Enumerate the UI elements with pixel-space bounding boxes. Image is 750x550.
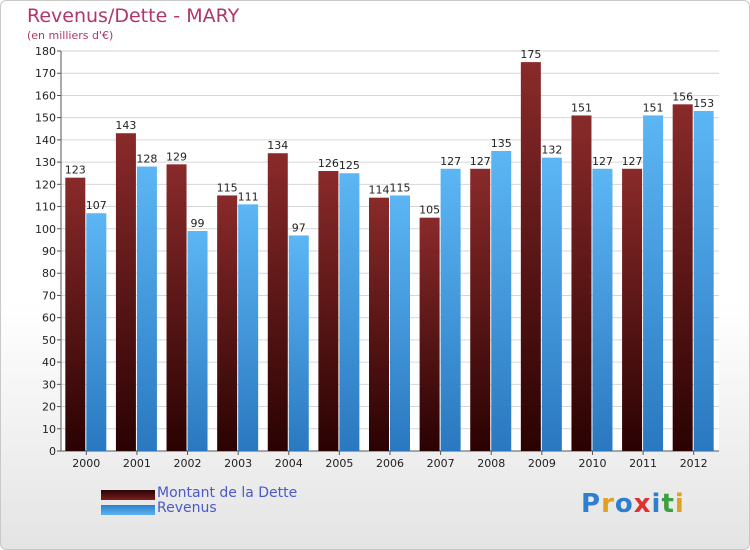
bar-dette — [520, 62, 541, 451]
data-label-revenus: 128 — [136, 153, 157, 166]
bar-revenus — [238, 204, 259, 451]
data-label-revenus: 151 — [643, 101, 664, 114]
data-label-dette: 127 — [622, 155, 643, 168]
y-tick-label: 100 — [35, 223, 56, 236]
data-label-dette: 134 — [267, 139, 288, 152]
data-label-dette: 115 — [217, 181, 238, 194]
legend-label-dette: Montant de la Dette — [157, 485, 298, 501]
legend-swatch-dette — [101, 490, 155, 500]
x-tick-label: 2008 — [477, 457, 505, 470]
bar-dette — [672, 104, 693, 451]
data-label-dette: 126 — [318, 157, 339, 170]
y-tick-label: 70 — [42, 289, 56, 302]
x-tick-label: 2012 — [680, 457, 708, 470]
data-label-revenus: 107 — [86, 199, 107, 212]
proxiti-logo: Proxiti — [581, 489, 685, 519]
bar-dette — [318, 171, 339, 451]
bar-revenus — [288, 235, 309, 451]
y-tick-label: 140 — [35, 134, 56, 147]
data-label-revenus: 111 — [238, 190, 259, 203]
bar-dette — [115, 133, 136, 451]
y-tick-label: 60 — [42, 312, 56, 325]
data-label-revenus: 125 — [339, 159, 360, 172]
y-tick-label: 150 — [35, 112, 56, 125]
y-tick-label: 50 — [42, 334, 56, 347]
x-tick-label: 2007 — [427, 457, 455, 470]
x-tick-label: 2009 — [528, 457, 556, 470]
y-tick-label: 10 — [42, 423, 56, 436]
data-label-dette: 129 — [166, 150, 187, 163]
legend-label-revenus: Revenus — [157, 500, 217, 516]
x-tick-label: 2006 — [376, 457, 404, 470]
data-label-dette: 123 — [65, 164, 86, 177]
y-tick-label: 30 — [42, 378, 56, 391]
y-tick-label: 40 — [42, 356, 56, 369]
bar-revenus — [491, 151, 512, 451]
x-tick-label: 2003 — [224, 457, 252, 470]
data-label-dette: 175 — [520, 48, 541, 61]
bar-revenus — [693, 111, 714, 451]
x-tick-label: 2010 — [578, 457, 606, 470]
bar-dette — [65, 177, 86, 451]
y-tick-label: 120 — [35, 178, 56, 191]
legend-swatch-revenus — [101, 505, 155, 515]
data-label-dette: 105 — [419, 204, 440, 217]
y-tick-label: 90 — [42, 245, 56, 258]
bar-dette — [166, 164, 187, 452]
y-tick-label: 20 — [42, 401, 56, 414]
data-label-revenus: 97 — [292, 221, 306, 234]
bar-dette — [217, 195, 238, 451]
data-label-revenus: 153 — [693, 97, 714, 110]
data-label-revenus: 127 — [592, 155, 613, 168]
data-label-revenus: 132 — [541, 144, 562, 157]
bar-revenus — [339, 173, 360, 451]
y-tick-label: 160 — [35, 89, 56, 102]
y-tick-label: 180 — [35, 45, 56, 58]
y-tick-label: 80 — [42, 267, 56, 280]
x-tick-label: 2004 — [275, 457, 303, 470]
y-tick-label: 170 — [35, 67, 56, 80]
data-label-revenus: 135 — [491, 137, 512, 150]
chart-title: Revenus/Dette - MARY — [27, 5, 240, 27]
bar-revenus — [541, 157, 562, 451]
bar-revenus — [643, 115, 664, 451]
bar-dette — [571, 115, 592, 451]
x-tick-label: 2011 — [629, 457, 657, 470]
x-tick-label: 2000 — [72, 457, 100, 470]
x-tick-label: 2005 — [325, 457, 353, 470]
data-label-revenus: 99 — [191, 217, 205, 230]
y-tick-label: 130 — [35, 156, 56, 169]
bar-revenus — [187, 231, 208, 451]
bar-revenus — [390, 195, 410, 451]
bar-revenus — [440, 168, 461, 451]
y-tick-label: 110 — [35, 201, 56, 214]
y-tick-label: 0 — [49, 445, 56, 458]
bar-dette — [622, 168, 643, 451]
bar-revenus — [592, 168, 613, 451]
data-label-dette: 114 — [369, 184, 390, 197]
x-tick-label: 2002 — [174, 457, 202, 470]
data-label-dette: 156 — [672, 90, 693, 103]
x-tick-label: 2001 — [123, 457, 151, 470]
bar-dette — [267, 153, 288, 451]
bar-revenus — [86, 213, 107, 451]
data-label-dette: 143 — [115, 119, 136, 132]
bar-dette — [369, 197, 389, 451]
data-label-dette: 151 — [571, 101, 592, 114]
bar-dette — [470, 168, 491, 451]
data-label-dette: 127 — [470, 155, 491, 168]
data-label-revenus: 127 — [440, 155, 461, 168]
bar-dette — [419, 217, 440, 451]
chart-subtitle: (en milliers d'€) — [27, 29, 114, 42]
bar-revenus — [136, 166, 157, 452]
data-label-revenus: 115 — [390, 181, 411, 194]
